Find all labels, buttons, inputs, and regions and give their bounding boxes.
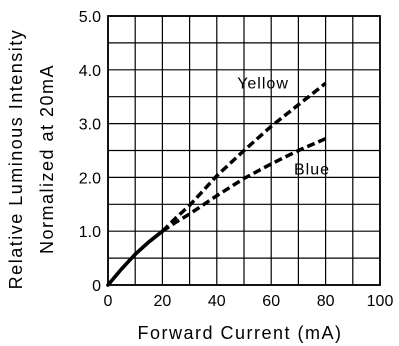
x-tick-label: 80 (317, 293, 335, 310)
y-tick-label: 0 (92, 278, 101, 295)
y-tick-label: 1.0 (79, 224, 101, 241)
series-lines (106, 81, 327, 287)
y-axis-subtitle: Normalized at 20mA (37, 64, 57, 254)
series-line-yellow-dashed (161, 81, 327, 233)
y-tick-label: 5.0 (79, 9, 101, 26)
y-axis-title: Relative Luminous Intensity (6, 29, 26, 290)
x-axis-title: Forward Current (mA) (137, 323, 342, 343)
x-axis-ticks: 0 20 40 60 80 100 (104, 293, 394, 310)
y-tick-label: 4.0 (79, 63, 101, 80)
x-tick-label: 60 (262, 293, 280, 310)
x-tick-label: 20 (154, 293, 172, 310)
grid (107, 15, 381, 286)
series-line-blue-dashed (161, 137, 327, 233)
series-line-blue-solid (106, 229, 165, 287)
y-tick-label: 2.0 (79, 170, 101, 187)
plot-frame (107, 15, 381, 286)
x-tick-label: 0 (104, 293, 113, 310)
series-label-blue: Blue (294, 162, 330, 179)
y-tick-label: 3.0 (79, 117, 101, 134)
y-axis-ticks: 0 1.0 2.0 3.0 4.0 5.0 (79, 9, 101, 295)
series-label-yellow: Yellow (237, 76, 289, 93)
x-tick-label: 100 (367, 293, 394, 310)
series-labels: Yellow Blue (237, 76, 330, 179)
x-tick-label: 40 (208, 293, 226, 310)
